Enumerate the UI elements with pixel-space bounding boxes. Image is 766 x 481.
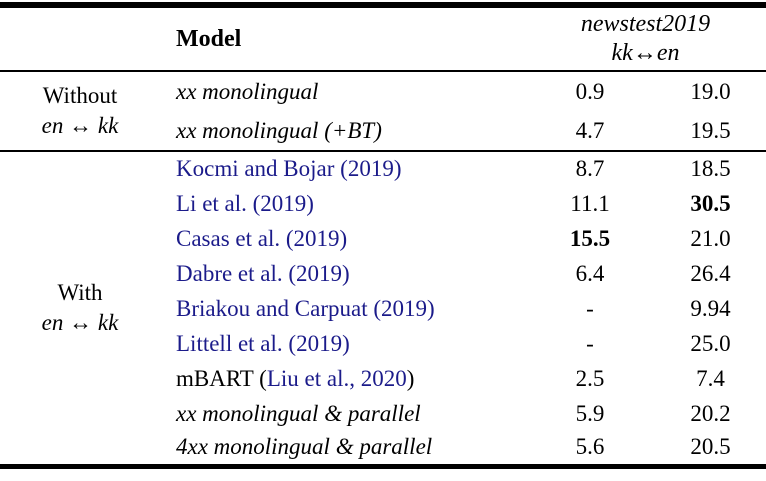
score-kk-to-en: 5.9 [575, 400, 605, 426]
model-name-cell: xx monolingual [160, 71, 525, 111]
score-en-to-kk: 9.94 [690, 295, 731, 321]
header-row: Model newstest2019 kk↔en [0, 5, 766, 72]
model-name-cell: Dabre et al. (2019) [160, 256, 525, 291]
citation-link[interactable]: Dabre et al. (2019) [176, 260, 350, 286]
score-kk-to-en: - [586, 295, 594, 321]
table-row: Littell et al. (2019) - 25.0 [0, 326, 766, 361]
group-label-line1: With [57, 279, 103, 305]
score-kk-to-en: 11.1 [570, 190, 610, 216]
table-row: Briakou and Carpuat (2019) - 9.94 [0, 291, 766, 326]
model-name-cell: Littell et al. (2019) [160, 326, 525, 361]
score-en-to-kk: 20.2 [690, 400, 731, 426]
score-en-to-kk: 30.5 [690, 190, 731, 216]
score-en-to-kk: 21.0 [690, 225, 731, 251]
citation-link[interactable]: Briakou and Carpuat (2019) [176, 295, 435, 321]
empty-header-cell [0, 5, 160, 72]
citation-link[interactable]: Littell et al. (2019) [176, 330, 350, 356]
table-row: xx monolingual & parallel 5.9 20.2 [0, 396, 766, 431]
model-name-text: xx monolingual (+BT) [176, 117, 382, 143]
score-kk-to-en: 0.9 [575, 78, 605, 104]
model-name-cell: Li et al. (2019) [160, 186, 525, 221]
table-row: Dabre et al. (2019) 6.4 26.4 [0, 256, 766, 291]
score-en-to-kk: 20.5 [690, 434, 731, 460]
model-name-text: xx monolingual & parallel [176, 400, 421, 426]
table-row: mBART (Liu et al., 2020) 2.5 7.4 [0, 361, 766, 396]
row-group-label: Without en ↔ kk [0, 71, 160, 151]
language-pair: kk↔en [611, 40, 680, 66]
model-name-text: 4xx monolingual & parallel [176, 434, 433, 460]
table-row: 4xx monolingual & parallel 5.6 20.5 [0, 431, 766, 466]
model-name-text: mBART ( [176, 365, 267, 391]
score-en-to-kk: 19.0 [690, 78, 731, 104]
citation-link[interactable]: Casas et al. (2019) [176, 225, 348, 251]
model-column-header: Model [160, 5, 525, 72]
table-header: Model newstest2019 kk↔en [0, 5, 766, 72]
model-name-cell: xx monolingual (+BT) [160, 111, 525, 151]
score-kk-to-en: 8.7 [525, 150, 655, 186]
model-name-cell: 4xx monolingual & parallel [160, 431, 525, 466]
row-group-label: With en ↔ kk [0, 150, 160, 466]
score-en-to-kk: 26.4 [690, 260, 731, 286]
score-en-to-kk: 7.4 [696, 365, 725, 391]
citation-link[interactable]: Liu et al., 2020 [266, 365, 407, 391]
group-label-line1: Without [42, 83, 118, 109]
model-name-cell: Casas et al. (2019) [160, 221, 525, 256]
benchmark-column-header: newstest2019 kk↔en [525, 5, 766, 72]
score-kk-to-en: 5.6 [575, 434, 605, 460]
table-body: Without en ↔ kk xx monolingual 0.9 19.0 xx mo… [0, 71, 766, 466]
table-row: Li et al. (2019) 11.1 30.5 [0, 186, 766, 221]
table-row: Casas et al. (2019) 15.5 21.0 [0, 221, 766, 256]
score-en-to-kk: 18.5 [655, 150, 766, 186]
model-name-text: xx monolingual [176, 78, 319, 104]
model-name-cell: Briakou and Carpuat (2019) [160, 291, 525, 326]
model-name-cell: mBART (Liu et al., 2020) [160, 361, 525, 396]
score-en-to-kk: 25.0 [690, 330, 731, 356]
model-name-cell: xx monolingual & parallel [160, 396, 525, 431]
group-label-line2: en ↔ kk [41, 113, 119, 138]
score-en-to-kk: 19.5 [690, 117, 731, 143]
citation-link[interactable]: Kocmi and Bojar (2019) [176, 156, 402, 181]
table-row: xx monolingual (+BT) 4.7 19.5 [0, 111, 766, 151]
score-kk-to-en: 6.4 [575, 260, 605, 286]
score-kk-to-en: - [586, 330, 594, 356]
group-label-line2: en ↔ kk [41, 309, 119, 335]
results-table: Model newstest2019 kk↔en Without en ↔ kk x… [0, 2, 766, 469]
score-kk-to-en: 4.7 [575, 117, 605, 143]
table-row: Without en ↔ kk xx monolingual 0.9 19.0 [0, 71, 766, 139]
model-name-text: ) [406, 365, 415, 391]
table-row: With en ↔ kk Kocmi and Bojar (2019) 8.7 18.5 [0, 150, 766, 466]
citation-link[interactable]: Li et al. (2019) [176, 190, 314, 216]
score-kk-to-en: 15.5 [569, 225, 611, 251]
benchmark-name: newstest2019 [580, 11, 711, 38]
model-name-cell: Kocmi and Bojar (2019) [160, 150, 525, 186]
score-kk-to-en: 2.5 [575, 365, 605, 391]
